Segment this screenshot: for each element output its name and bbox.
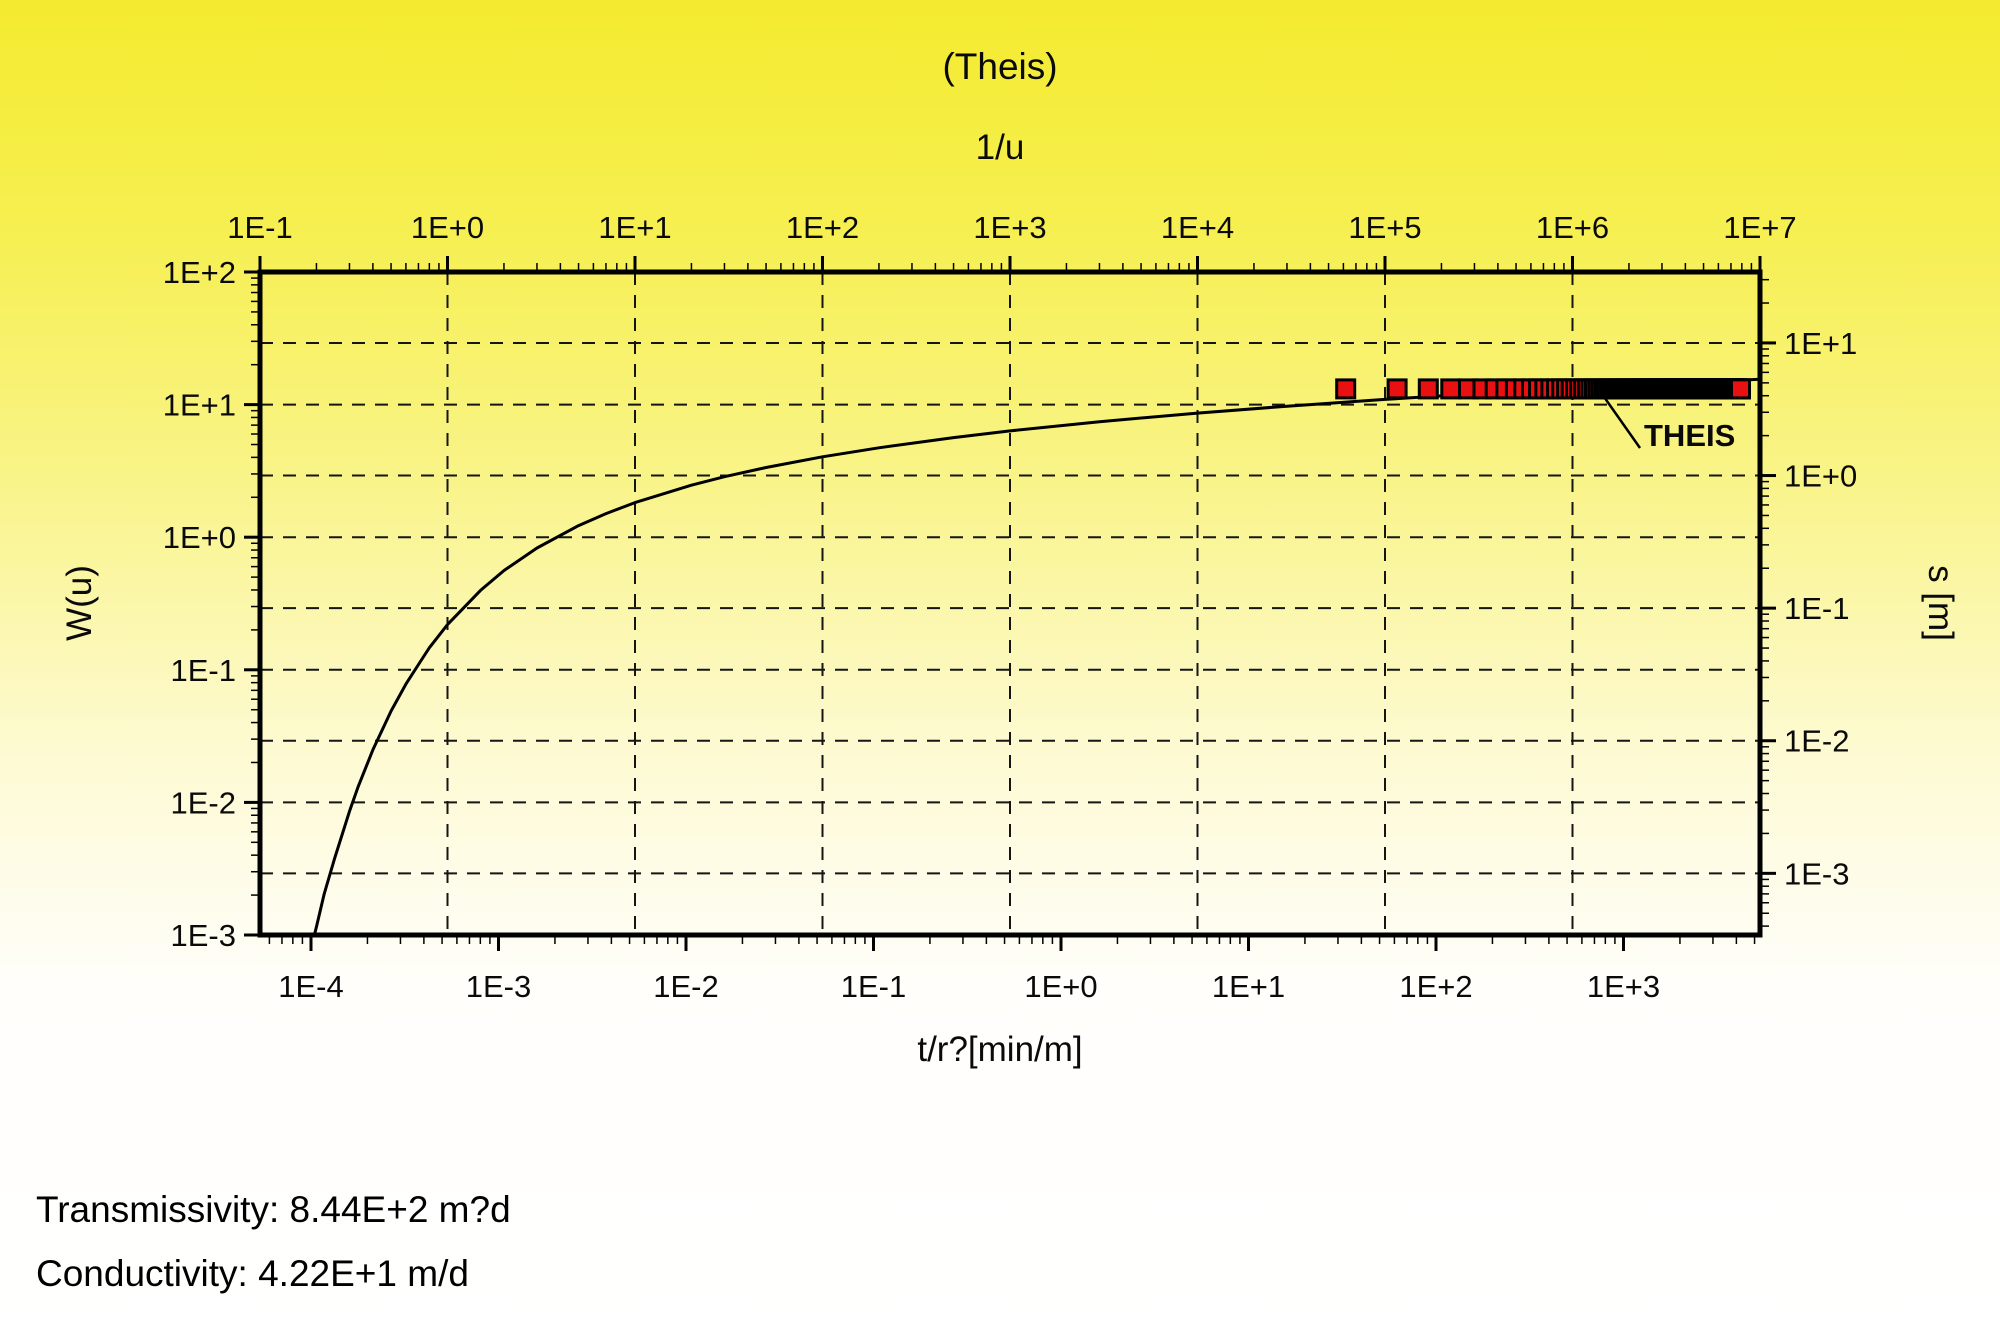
bottom-axis-tick-label: 1E-3 [466,969,531,1004]
bottom-axis-tick-label: 1E+1 [1212,969,1285,1004]
top-axis-tick-label: 1E+2 [786,210,859,245]
bottom-axis-tick-label: 1E+2 [1399,969,1472,1004]
conductivity-result: Conductivity: 4.22E+1 m/d [36,1253,469,1294]
top-axis-tick-label: 1E+5 [1348,210,1421,245]
top-axis-tick-label: 1E+7 [1723,210,1796,245]
top-axis-label: 1/u [975,128,1025,167]
bottom-axis-tick-label: 1E-2 [653,969,718,1004]
top-axis-tick-label: 1E+4 [1161,210,1234,245]
top-axis-tick-label: 1E+0 [411,210,484,245]
right-axis-tick-label: 1E+1 [1784,326,1857,361]
right-axis-tick-label: 1E-1 [1784,591,1849,626]
left-axis-tick-label: 1E+1 [163,388,236,423]
axis-ticks [244,256,1776,951]
bottom-axis-tick-label: 1E+0 [1024,969,1097,1004]
left-axis-tick-label: 1E-3 [171,918,236,953]
observed-data-layer [1335,378,1751,400]
left-axis-tick-label: 1E+0 [163,520,236,555]
right-axis-tick-label: 1E+0 [1784,459,1857,494]
bottom-axis-tick-label: 1E-4 [278,969,343,1004]
right-axis-tick-label: 1E-2 [1784,724,1849,759]
top-axis-tick-label: 1E+6 [1536,210,1609,245]
axis-tick-labels: 1E-1 1E+0 1E+1 1E+2 1E+3 1E+4 1E+5 1E+6 1E+7 1E-4… [163,210,1858,1004]
data-point-marker [1730,378,1751,400]
analysis-results: Transmissivity: 8.44E+2 m?d Conductivity… [36,1178,511,1306]
transmissivity-result: Transmissivity: 8.44E+2 m?d [36,1189,511,1230]
left-axis-tick-label: 1E-2 [171,785,236,820]
left-axis-tick-label: 1E-1 [171,653,236,688]
top-axis-tick-label: 1E+1 [598,210,671,245]
bottom-axis-tick-label: 1E+3 [1587,969,1660,1004]
observed-label-leader-line [1600,393,1642,449]
right-axis-tick-label: 1E-3 [1784,856,1849,891]
observed-series-label: THEIS [1644,418,1735,453]
chart-title: (Theis) [942,46,1058,87]
data-point-marker [1440,378,1462,400]
data-point-marker [1417,378,1439,400]
top-axis-tick-label: 1E-1 [227,210,292,245]
left-axis-tick-label: 1E+2 [163,255,236,290]
theis-type-curve [312,377,1761,936]
data-point-marker [1335,378,1357,400]
bottom-axis-tick-label: 1E-1 [841,969,906,1004]
bottom-axis-label: t/r?[min/m] [917,1030,1083,1069]
data-point-marker [1386,378,1408,400]
type-curve-layer [312,377,1761,936]
top-axis-tick-label: 1E+3 [973,210,1046,245]
grid-lines [260,272,1760,935]
